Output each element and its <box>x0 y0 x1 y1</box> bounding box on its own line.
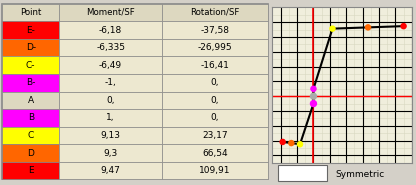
Text: Moment/SF: Moment/SF <box>86 8 135 17</box>
Text: 109,91: 109,91 <box>199 166 231 175</box>
Text: D-: D- <box>26 43 36 52</box>
Bar <box>162 109 268 127</box>
Bar <box>59 56 162 74</box>
Text: -16,41: -16,41 <box>201 61 230 70</box>
Bar <box>59 162 162 179</box>
Bar <box>2 21 59 39</box>
Text: 0,: 0, <box>106 96 115 105</box>
Text: -6,335: -6,335 <box>96 43 125 52</box>
Bar <box>162 4 268 21</box>
Bar <box>2 144 59 162</box>
Bar <box>162 39 268 56</box>
Text: 9,13: 9,13 <box>101 131 121 140</box>
Text: 9,3: 9,3 <box>104 149 118 158</box>
Bar <box>162 144 268 162</box>
Text: 0,: 0, <box>211 78 219 87</box>
Bar <box>2 109 59 127</box>
Point <box>297 143 303 146</box>
Bar <box>162 92 268 109</box>
Text: A: A <box>27 96 34 105</box>
Text: 0,: 0, <box>211 113 219 122</box>
Text: -26,995: -26,995 <box>198 43 233 52</box>
Bar <box>59 4 162 21</box>
Text: B-: B- <box>26 78 35 87</box>
Bar <box>59 127 162 144</box>
Bar <box>2 74 59 92</box>
Text: Rotation/SF: Rotation/SF <box>191 8 240 17</box>
Text: Symmetric: Symmetric <box>335 170 384 179</box>
Point <box>365 26 371 29</box>
Text: D: D <box>27 149 34 158</box>
Bar <box>162 127 268 144</box>
Text: 1,: 1, <box>106 113 115 122</box>
Point <box>288 142 295 144</box>
Text: 23,17: 23,17 <box>202 131 228 140</box>
Text: C-: C- <box>26 61 35 70</box>
Text: 9,47: 9,47 <box>101 166 121 175</box>
Point <box>310 95 317 98</box>
Bar <box>2 39 59 56</box>
Text: E-: E- <box>26 26 35 35</box>
Bar <box>2 162 59 179</box>
Text: -6,18: -6,18 <box>99 26 122 35</box>
Bar <box>59 21 162 39</box>
Text: B: B <box>27 113 34 122</box>
Text: -6,49: -6,49 <box>99 61 122 70</box>
Bar <box>59 39 162 56</box>
Point <box>279 140 286 143</box>
Text: 0,: 0, <box>211 96 219 105</box>
Text: C: C <box>27 131 34 140</box>
Bar <box>162 74 268 92</box>
Text: -37,58: -37,58 <box>201 26 230 35</box>
Bar <box>162 162 268 179</box>
Text: Point: Point <box>20 8 41 17</box>
Point <box>329 27 336 30</box>
Point <box>400 25 407 28</box>
Text: 66,54: 66,54 <box>202 149 228 158</box>
Text: E: E <box>28 166 34 175</box>
Point <box>310 102 317 105</box>
Bar <box>162 56 268 74</box>
Bar <box>2 127 59 144</box>
Point <box>310 87 317 90</box>
Bar <box>162 21 268 39</box>
Bar <box>2 4 59 21</box>
Bar <box>59 109 162 127</box>
Bar <box>59 74 162 92</box>
Bar <box>2 92 59 109</box>
Bar <box>278 165 327 181</box>
Text: -1,: -1, <box>105 78 116 87</box>
Bar <box>2 56 59 74</box>
Bar <box>59 92 162 109</box>
Bar <box>59 144 162 162</box>
